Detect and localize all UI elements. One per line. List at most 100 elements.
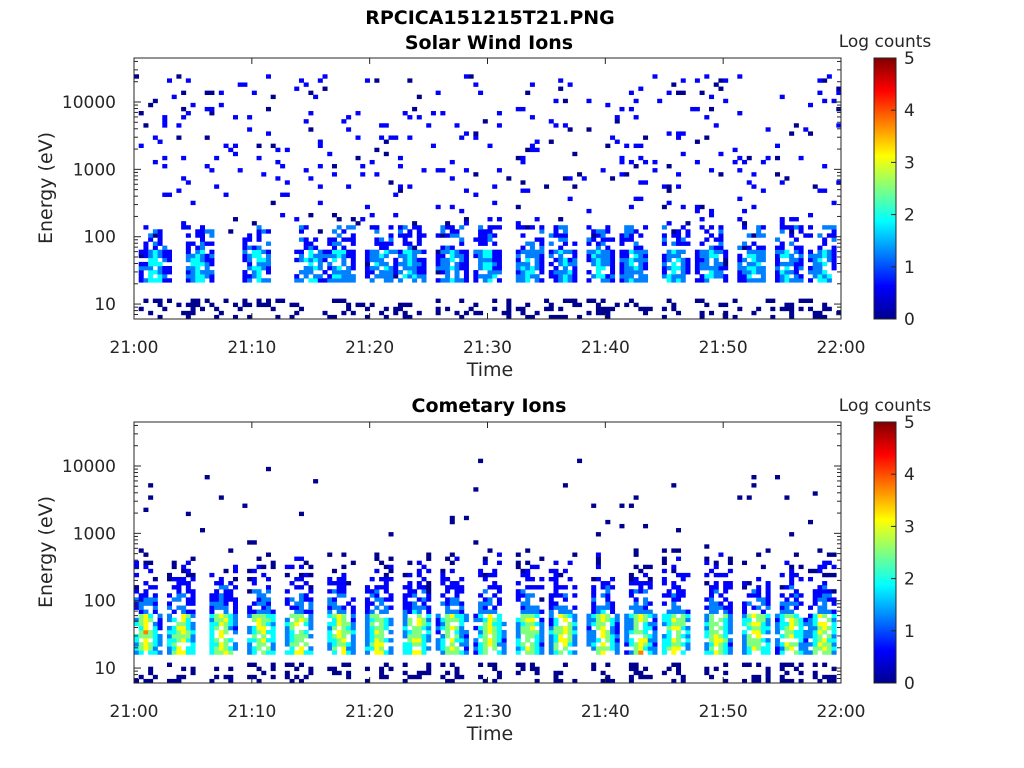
heatmap-cell (808, 576, 814, 582)
heatmap-cell (666, 625, 672, 631)
heatmap-cell (751, 625, 757, 631)
heatmap-cell (317, 229, 323, 234)
panel-2-colorbar (873, 421, 897, 684)
heatmap-cell (199, 229, 205, 234)
heatmap-cell (270, 143, 276, 149)
heatmap-cell (666, 298, 672, 303)
heatmap-cell (619, 523, 625, 529)
heatmap-cell (676, 241, 682, 246)
heatmap-cell (190, 270, 196, 275)
heatmap-cell (369, 609, 375, 614)
heatmap-cell (812, 642, 818, 647)
heatmap-cell (553, 257, 559, 263)
heatmap-cell (181, 629, 187, 635)
heatmap-cell (157, 302, 163, 308)
heatmap-cell (572, 274, 578, 279)
heatmap-cell (595, 229, 601, 234)
heatmap-cell (789, 310, 795, 316)
heatmap-cell (760, 233, 766, 238)
heatmap-cell (331, 237, 337, 242)
heatmap-cell (379, 123, 385, 128)
heatmap-cell (525, 560, 531, 566)
heatmap-cell (822, 650, 828, 655)
heatmap-cell (737, 74, 743, 79)
heatmap-cell (331, 257, 337, 263)
heatmap-cell (341, 617, 347, 623)
heatmap-cell (374, 646, 380, 651)
heatmap-cell (525, 225, 531, 230)
heatmap-cell (624, 617, 630, 623)
heatmap-cell (204, 265, 210, 271)
colorbar-tick-label: 1 (904, 258, 915, 278)
colorbar-tick-label: 4 (904, 465, 915, 485)
heatmap-cell (553, 638, 559, 643)
heatmap-cell (610, 605, 616, 610)
heatmap-cell (247, 261, 253, 267)
heatmap-cell (393, 265, 399, 271)
heatmap-cell (445, 261, 451, 267)
heatmap-cell (242, 274, 248, 279)
heatmap-cell (445, 233, 451, 238)
heatmap-cell (289, 625, 295, 631)
heatmap-cell (515, 306, 521, 312)
heatmap-cell (600, 650, 606, 655)
heatmap-cell (539, 621, 545, 627)
heatmap-cell (270, 617, 276, 623)
heatmap-cell (148, 249, 154, 255)
heatmap-cell (331, 274, 337, 279)
heatmap-cell (256, 678, 262, 684)
heatmap-cell (496, 270, 502, 275)
heatmap-cell (308, 245, 314, 250)
heatmap-cell (553, 278, 559, 283)
heatmap-cell (199, 253, 205, 259)
heatmap-cell (529, 662, 535, 667)
heatmap-cell (779, 274, 785, 279)
heatmap-cell (586, 613, 592, 619)
heatmap-cell (251, 581, 257, 586)
heatmap-cell (393, 135, 399, 140)
heatmap-cell (676, 310, 682, 316)
heatmap-cell (643, 265, 649, 271)
heatmap-cell (426, 568, 432, 574)
heatmap-cell (327, 253, 333, 259)
heatmap-cell (251, 625, 257, 631)
heatmap-cell (459, 674, 465, 680)
heatmap-cell (181, 221, 187, 226)
heatmap-cell (831, 678, 837, 684)
heatmap-cell (779, 229, 785, 234)
heatmap-cell (591, 589, 597, 594)
panel-1-heatmap (134, 74, 842, 320)
heatmap-cell (661, 601, 667, 606)
heatmap-cell (760, 278, 766, 283)
heatmap-cell (138, 609, 144, 614)
heatmap-cell (185, 241, 191, 246)
heatmap-cell (176, 576, 182, 582)
heatmap-cell (463, 650, 469, 655)
heatmap-cell (525, 257, 531, 263)
heatmap-cell (256, 237, 262, 242)
heatmap-cell (586, 629, 592, 635)
heatmap-cell (826, 306, 832, 312)
heatmap-cell (374, 552, 380, 557)
heatmap-cell (709, 270, 715, 275)
heatmap-cell (256, 613, 262, 619)
heatmap-cell (350, 249, 356, 255)
heatmap-cell (666, 666, 672, 672)
heatmap-cell (789, 576, 795, 582)
heatmap-cell (713, 274, 719, 279)
heatmap-cell (586, 617, 592, 623)
heatmap-cell (270, 609, 276, 614)
heatmap-cell (661, 306, 667, 312)
heatmap-cell (251, 662, 257, 667)
heatmap-cell (826, 589, 832, 594)
heatmap-cell (539, 257, 545, 263)
heatmap-cell (770, 298, 776, 303)
heatmap-cell (487, 233, 493, 238)
heatmap-cell (397, 188, 403, 193)
heatmap-cell (515, 278, 521, 283)
heatmap-cell (463, 131, 469, 136)
heatmap-cell (440, 576, 446, 582)
heatmap-cell (822, 253, 828, 259)
heatmap-cell (680, 90, 686, 96)
heatmap-cell (661, 241, 667, 246)
